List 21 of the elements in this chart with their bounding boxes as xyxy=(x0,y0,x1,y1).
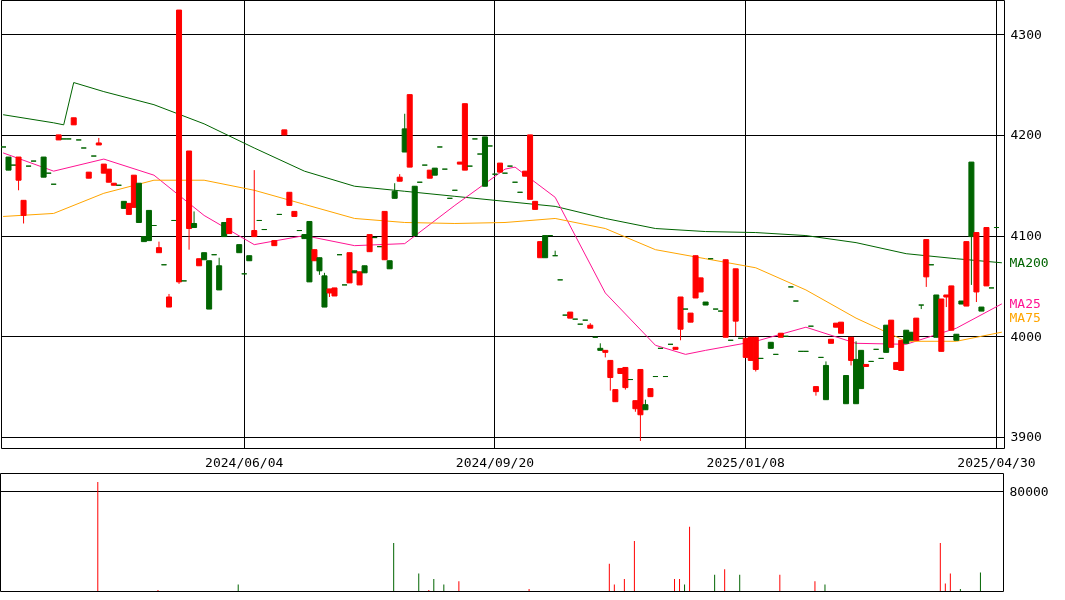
y-tick-label: 4100 xyxy=(1010,228,1042,244)
x-tick-label: 2025/01/08 xyxy=(706,454,785,470)
line-series xyxy=(3,179,1002,342)
line-series xyxy=(3,152,1002,355)
series-label: MA200 xyxy=(1009,254,1049,270)
x-tick-label: 2024/09/20 xyxy=(455,454,535,470)
candlestick xyxy=(40,156,47,178)
candlestick xyxy=(191,210,198,229)
candlestick xyxy=(848,336,855,366)
y-tick-label: 4000 xyxy=(1010,328,1042,344)
x-tick-label: 2024/06/04 xyxy=(205,454,284,470)
y-tick-label: 4300 xyxy=(1010,26,1042,42)
y-tick-label: 3900 xyxy=(1010,429,1042,445)
series-label: MA75 xyxy=(1009,310,1041,326)
y-tick-label: 80000 xyxy=(1009,483,1049,499)
x-tick-label: 2025/04/30 xyxy=(957,454,1036,470)
series-label: MA25 xyxy=(1009,296,1041,312)
candlestick xyxy=(20,199,27,224)
y-tick-label: 4200 xyxy=(1010,127,1042,143)
candlestick xyxy=(913,317,920,341)
candlestick xyxy=(155,241,162,254)
